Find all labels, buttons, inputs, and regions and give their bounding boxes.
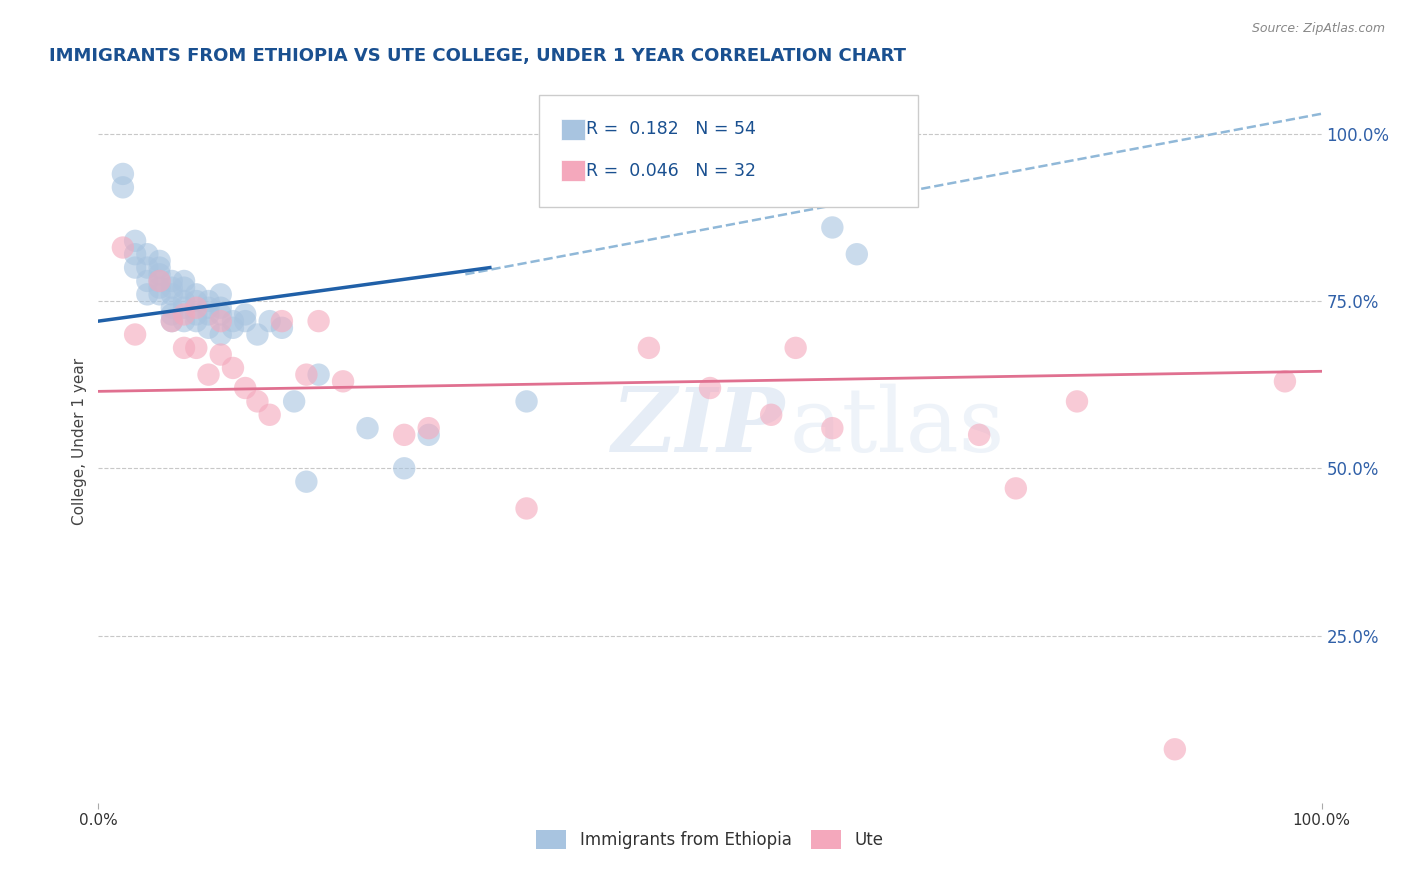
- Text: R =  0.182   N = 54: R = 0.182 N = 54: [586, 120, 756, 138]
- FancyBboxPatch shape: [561, 161, 585, 181]
- Point: [295, 475, 318, 489]
- Point: [186, 301, 208, 315]
- Point: [259, 408, 281, 422]
- Text: IMMIGRANTS FROM ETHIOPIA VS UTE COLLEGE, UNDER 1 YEAR CORRELATION CHART: IMMIGRANTS FROM ETHIOPIA VS UTE COLLEGE,…: [49, 47, 907, 65]
- Point: [149, 274, 172, 288]
- Point: [173, 314, 195, 328]
- Point: [124, 260, 146, 275]
- Point: [149, 268, 172, 282]
- Text: ZIP: ZIP: [612, 384, 786, 470]
- Point: [222, 314, 245, 328]
- Point: [111, 180, 134, 194]
- Point: [821, 421, 844, 435]
- Point: [222, 361, 245, 376]
- Point: [246, 394, 269, 409]
- Point: [270, 321, 294, 335]
- Point: [1066, 394, 1088, 409]
- Point: [197, 301, 219, 315]
- Point: [209, 307, 232, 322]
- Point: [149, 287, 172, 301]
- Point: [392, 461, 416, 475]
- Point: [186, 287, 208, 301]
- Point: [1274, 375, 1296, 389]
- FancyBboxPatch shape: [538, 95, 918, 207]
- Point: [845, 247, 868, 261]
- Point: [637, 341, 661, 355]
- Point: [308, 314, 330, 328]
- Point: [160, 274, 183, 288]
- Text: atlas: atlas: [790, 384, 1005, 471]
- Point: [136, 274, 159, 288]
- Point: [124, 327, 146, 342]
- Point: [699, 381, 721, 395]
- Point: [197, 368, 219, 382]
- Point: [209, 348, 232, 362]
- Point: [392, 427, 416, 442]
- Point: [173, 294, 195, 309]
- Point: [149, 260, 172, 275]
- Point: [197, 294, 219, 309]
- Y-axis label: College, Under 1 year: College, Under 1 year: [72, 358, 87, 525]
- Point: [160, 301, 183, 315]
- FancyBboxPatch shape: [561, 120, 585, 139]
- Point: [332, 375, 354, 389]
- Point: [160, 307, 183, 322]
- Point: [136, 287, 159, 301]
- Point: [209, 327, 232, 342]
- Point: [160, 281, 183, 295]
- Point: [186, 341, 208, 355]
- Point: [173, 301, 195, 315]
- Point: [149, 254, 172, 268]
- Point: [197, 321, 219, 335]
- Point: [124, 247, 146, 261]
- Point: [246, 327, 269, 342]
- Point: [270, 314, 294, 328]
- Point: [160, 314, 183, 328]
- Point: [149, 281, 172, 295]
- Point: [186, 307, 208, 322]
- Point: [295, 368, 318, 382]
- Point: [186, 314, 208, 328]
- Point: [418, 421, 440, 435]
- Point: [111, 241, 134, 255]
- Point: [308, 368, 330, 382]
- Point: [785, 341, 807, 355]
- Point: [821, 220, 844, 235]
- Point: [111, 167, 134, 181]
- Point: [136, 247, 159, 261]
- Point: [233, 381, 256, 395]
- Point: [173, 307, 195, 322]
- Point: [186, 294, 208, 309]
- Point: [515, 501, 537, 516]
- Text: R =  0.046   N = 32: R = 0.046 N = 32: [586, 161, 756, 179]
- Point: [283, 394, 305, 409]
- Point: [160, 287, 183, 301]
- Point: [259, 314, 281, 328]
- Point: [1004, 482, 1026, 496]
- Point: [356, 421, 378, 435]
- Point: [967, 427, 990, 442]
- Point: [124, 234, 146, 248]
- Point: [1164, 742, 1187, 756]
- Point: [418, 427, 440, 442]
- Point: [233, 314, 256, 328]
- Point: [136, 260, 159, 275]
- Point: [173, 281, 195, 295]
- Text: Source: ZipAtlas.com: Source: ZipAtlas.com: [1251, 22, 1385, 36]
- Point: [761, 408, 783, 422]
- Point: [197, 307, 219, 322]
- Point: [173, 274, 195, 288]
- Point: [160, 314, 183, 328]
- Point: [173, 341, 195, 355]
- Point: [149, 274, 172, 288]
- Legend: Immigrants from Ethiopia, Ute: Immigrants from Ethiopia, Ute: [530, 823, 890, 856]
- Point: [515, 394, 537, 409]
- Point: [222, 321, 245, 335]
- Point: [209, 301, 232, 315]
- Point: [209, 314, 232, 328]
- Point: [233, 307, 256, 322]
- Point: [209, 287, 232, 301]
